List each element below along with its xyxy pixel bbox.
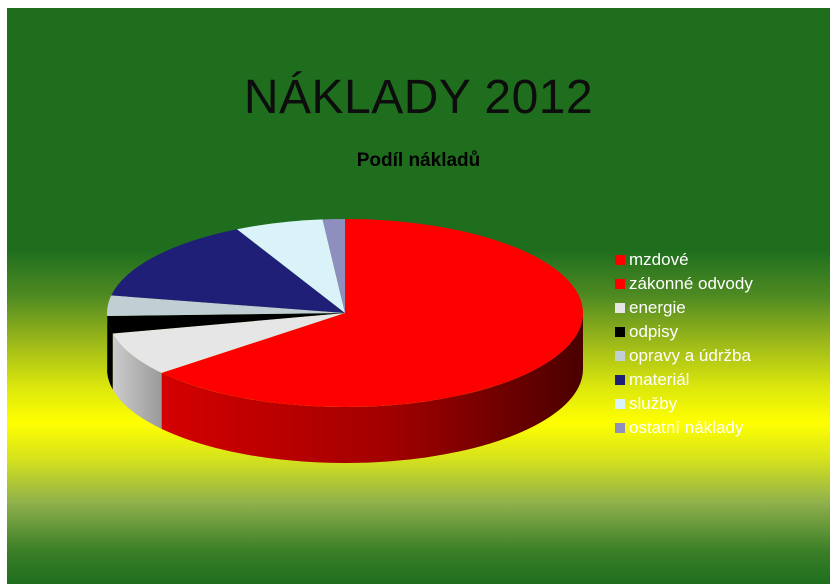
pie-slice-material — [111, 229, 345, 313]
pie-sides — [107, 313, 583, 463]
pie-slice-mzdove — [161, 219, 583, 407]
legend-swatch — [615, 375, 625, 385]
legend-label: služby — [629, 394, 678, 413]
slide: NÁKLADY 2012 Podíl nákladů mzdové zákonné… — [7, 8, 830, 584]
legend-swatch — [615, 399, 625, 409]
pie-slice-energie — [112, 313, 345, 373]
pie-chart — [107, 219, 583, 463]
legend-label: ostatní náklady — [629, 418, 744, 437]
legend-swatch — [615, 351, 625, 361]
pie-slice-ostatni-naklady — [322, 219, 345, 313]
legend-item-odpisy: odpisy — [615, 320, 830, 344]
legend-label: opravy a údržba — [629, 346, 751, 365]
pie-slice-sluzby — [236, 219, 345, 313]
legend-item-ostatni-naklady: ostatní náklady — [615, 416, 830, 440]
pie-side-odpisy — [107, 315, 113, 390]
legend-swatch — [615, 327, 625, 337]
legend-item-opravy-a-udrzba: opravy a údržba — [615, 344, 830, 368]
legend-item-mzdove: mzdové — [615, 248, 830, 272]
legend-swatch — [615, 255, 625, 265]
legend-label: zákonné odvody — [629, 274, 753, 293]
legend-item-sluzby: služby — [615, 392, 830, 416]
chart-legend: mzdové zákonné odvody energie odpisy opravy … — [615, 248, 830, 440]
legend-item-zakonne-odvody: zákonné odvody — [615, 272, 830, 296]
slide-title: NÁKLADY 2012 — [243, 71, 594, 124]
legend-label: mzdové — [629, 250, 689, 269]
legend-swatch — [615, 279, 625, 289]
legend-label: odpisy — [629, 322, 679, 341]
legend-label: materiál — [629, 370, 690, 389]
legend-label: energie — [629, 298, 686, 317]
pie-side-energie — [112, 333, 162, 429]
legend-swatch — [615, 423, 625, 433]
legend-swatch — [615, 303, 625, 313]
legend-item-material: materiál — [615, 368, 830, 392]
pie-slice-opravy-a-udrzba — [107, 295, 346, 316]
pie-side-mzdove — [161, 313, 583, 463]
chart-title: Podíl nákladů — [356, 150, 481, 171]
pie-top — [107, 219, 583, 407]
legend-item-energie: energie — [615, 296, 830, 320]
pie-slice-odpisy — [107, 313, 346, 334]
